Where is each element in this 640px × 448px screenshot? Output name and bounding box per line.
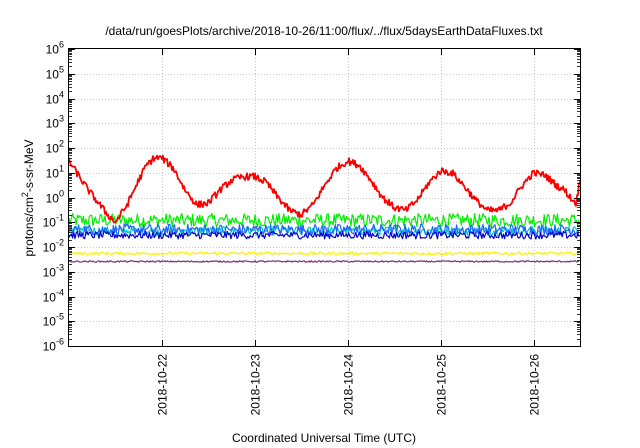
y-tick-labels: 10-6 10-5 10-4 10-3 10-2 10-1 100 101 102 103 104 1… — [43, 40, 64, 354]
axis-ticks — [69, 49, 580, 347]
y-tick-label: 10-6 — [43, 337, 64, 354]
y-tick-label: 104 — [46, 90, 64, 107]
chart-title: /data/run/goesPlots/archive/2018-10-26/1… — [105, 24, 543, 38]
x-tick-label: 2018-10-23 — [249, 354, 263, 416]
y-tick-label: 10-4 — [43, 288, 64, 305]
series-line — [68, 154, 581, 224]
y-tick-label: 105 — [46, 65, 64, 82]
x-tick-label: 2018-10-24 — [342, 354, 356, 416]
series-line — [68, 230, 580, 240]
x-tick-label: 2018-10-25 — [435, 354, 449, 416]
series-line — [69, 260, 580, 263]
series-layer — [68, 154, 581, 263]
y-tick-label: 106 — [46, 40, 64, 57]
x-axis-label: Coordinated Universal Time (UTC) — [232, 431, 416, 445]
series-line — [68, 223, 580, 236]
series-line — [68, 251, 580, 256]
y-tick-label: 100 — [46, 189, 64, 206]
y-tick-label: 10-1 — [43, 213, 64, 230]
y-tick-label: 103 — [46, 114, 64, 131]
x-tick-label: 2018-10-22 — [156, 354, 170, 416]
y-tick-label: 10-3 — [43, 263, 64, 280]
y-tick-label: 10-2 — [43, 238, 64, 255]
x-tick-labels: 2018-10-22 2018-10-23 2018-10-24 2018-10-25… — [156, 354, 542, 416]
grid — [69, 49, 580, 346]
y-axis-label: protons/cm2-s-sr-MeV — [20, 139, 36, 256]
y-tick-label: 102 — [46, 139, 64, 156]
x-tick-label: 2018-10-26 — [528, 354, 542, 416]
y-tick-label: 101 — [46, 164, 64, 181]
y-tick-label: 10-5 — [43, 312, 64, 329]
series-line — [68, 212, 580, 228]
plot-frame — [68, 48, 581, 347]
